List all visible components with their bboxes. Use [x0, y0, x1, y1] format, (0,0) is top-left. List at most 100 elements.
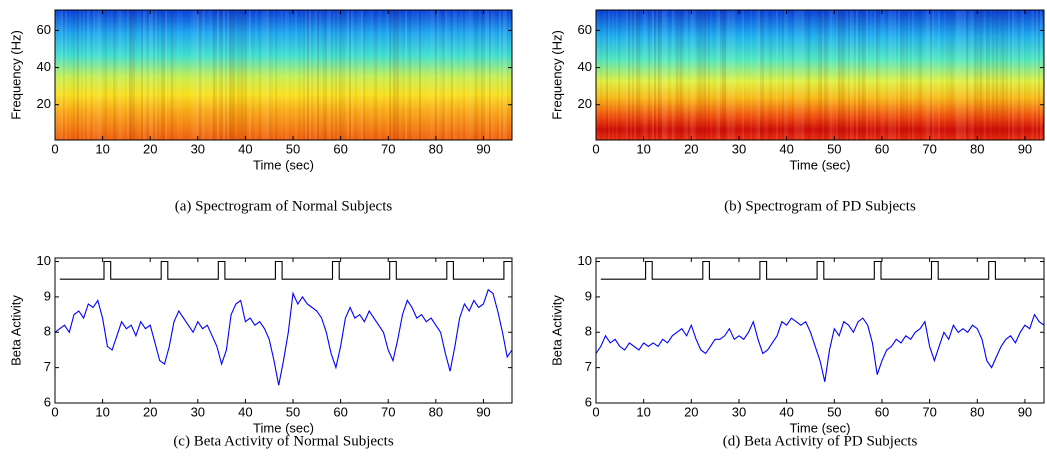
- x-tick-label: 80: [429, 404, 443, 419]
- spectrogram-texture: [285, 10, 287, 140]
- x-tick-label: 50: [827, 404, 841, 419]
- spectrogram-texture: [229, 10, 231, 140]
- spectrogram-texture: [85, 10, 87, 140]
- spectrogram-texture: [441, 10, 443, 140]
- spectrogram-texture: [115, 10, 117, 140]
- spectrogram-texture: [445, 10, 447, 140]
- spectrogram-texture: [808, 10, 810, 140]
- spectrogram-texture: [491, 10, 493, 140]
- axes-frame: [54, 257, 513, 404]
- spectrogram-texture: [676, 10, 678, 140]
- spectrogram-texture: [840, 10, 842, 140]
- spectrogram-texture: [710, 10, 712, 140]
- x-tick-label: 90: [1018, 404, 1032, 419]
- spectrogram-texture: [992, 10, 994, 140]
- spectrogram-texture: [598, 10, 600, 140]
- spectrogram-texture: [111, 10, 113, 140]
- spectrogram-texture: [972, 10, 974, 140]
- spectrogram-texture: [383, 10, 385, 140]
- spectrogram-texture: [193, 10, 195, 140]
- spectrogram-texture: [640, 10, 642, 140]
- x-axis-label: Time (sec): [790, 420, 851, 435]
- spectrogram-texture: [223, 10, 225, 140]
- spectrogram-texture: [367, 10, 369, 140]
- spectrogram-texture: [856, 10, 858, 140]
- spectrogram-texture: [91, 10, 93, 140]
- spectrogram-texture: [95, 10, 97, 140]
- spectrogram-texture: [1026, 10, 1028, 140]
- spectrogram-texture: [109, 10, 111, 140]
- spectrogram-texture: [151, 10, 153, 140]
- data-line: [595, 313, 1045, 382]
- spectrogram-texture: [936, 10, 938, 140]
- spectrogram-texture: [692, 10, 694, 140]
- spectrogram-texture: [830, 10, 832, 140]
- spectrogram-texture: [387, 10, 389, 140]
- spectrogram-texture: [201, 10, 203, 140]
- spectrogram-texture: [459, 10, 461, 140]
- spectrogram-texture: [455, 10, 457, 140]
- spectrogram-texture: [662, 10, 664, 140]
- spectrogram-texture: [349, 10, 351, 140]
- spectrogram-texture: [684, 10, 686, 140]
- spectrogram-texture: [309, 10, 311, 140]
- spectrogram-texture: [1024, 10, 1026, 140]
- spectrogram-texture: [147, 10, 149, 140]
- spectrogram-texture: [329, 10, 331, 140]
- spectrogram-texture: [291, 10, 293, 140]
- spectrogram-texture: [962, 10, 964, 140]
- y-axis-label: Beta Activity: [549, 295, 564, 366]
- spectrogram-texture: [842, 10, 844, 140]
- x-tick-label: 0: [51, 404, 58, 419]
- spectrogram-texture: [369, 10, 371, 140]
- spectrogram-texture: [682, 10, 684, 140]
- spectrogram-texture: [960, 10, 962, 140]
- spectrogram-texture: [772, 10, 774, 140]
- spectrogram-texture: [812, 10, 814, 140]
- x-tick-label: 30: [191, 404, 205, 419]
- spectrogram-texture: [179, 10, 181, 140]
- spectrogram-texture: [632, 10, 634, 140]
- spectrogram-texture: [87, 10, 89, 140]
- spectrogram-texture: [79, 10, 81, 140]
- spectrogram-texture: [702, 10, 704, 140]
- spectrogram-texture: [101, 10, 103, 140]
- spectrogram-texture: [748, 10, 750, 140]
- spectrogram-texture: [437, 10, 439, 140]
- spectrogram-texture: [409, 10, 411, 140]
- spectrogram-texture: [123, 10, 125, 140]
- spectrogram-texture: [990, 10, 992, 140]
- spectrogram-texture: [317, 10, 319, 140]
- spectrogram-texture: [379, 10, 381, 140]
- spectrogram-texture: [950, 10, 952, 140]
- x-tick-label: 0: [592, 141, 599, 156]
- spectrogram-texture: [415, 10, 417, 140]
- spectrogram-texture: [475, 10, 477, 140]
- spectrogram-texture: [189, 10, 191, 140]
- x-tick-label: 70: [922, 404, 936, 419]
- spectrogram-texture: [930, 10, 932, 140]
- spectrogram-texture: [331, 10, 333, 140]
- x-axis-label: Time (sec): [253, 420, 314, 435]
- spectrogram-texture: [914, 10, 916, 140]
- spectrogram-texture: [141, 10, 143, 140]
- spectrogram-texture: [239, 10, 241, 140]
- spectrogram-texture: [419, 10, 421, 140]
- spectrogram-texture: [944, 10, 946, 140]
- spectrogram-texture: [405, 10, 407, 140]
- spectrogram-texture: [407, 10, 409, 140]
- spectrogram-texture: [718, 10, 720, 140]
- spectrogram-texture: [243, 10, 245, 140]
- spectrogram-texture: [968, 10, 970, 140]
- spectrogram-texture: [728, 10, 730, 140]
- y-tick-label: 6: [44, 394, 51, 409]
- spectrogram-texture: [824, 10, 826, 140]
- spectrogram-texture: [722, 10, 724, 140]
- y-tick-label: 40: [578, 59, 592, 74]
- spectrogram-texture: [477, 10, 479, 140]
- spectrogram-texture: [822, 10, 824, 140]
- spectrogram-texture: [758, 10, 760, 140]
- spectrogram-texture: [904, 10, 906, 140]
- spectrogram-texture: [1014, 10, 1016, 140]
- spectrogram-texture: [864, 10, 866, 140]
